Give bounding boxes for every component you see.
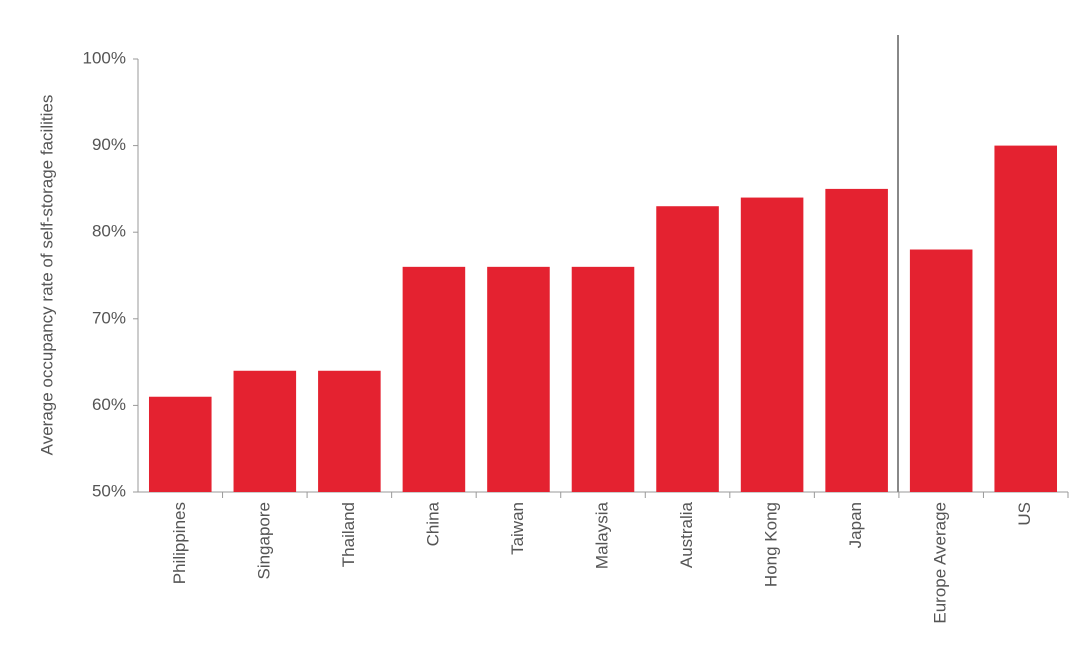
bar [656,206,719,492]
y-axis-label: Average occupancy rate of self-storage f… [37,95,56,456]
x-tick-label: Hong Kong [762,502,781,587]
x-tick-label: Japan [846,502,865,548]
bar [571,266,635,492]
bar [740,197,804,492]
bar [318,370,381,492]
bar [994,145,1058,492]
bar [233,370,297,492]
x-tick-label: Philippines [170,502,189,584]
y-tick-label: 70% [92,308,126,327]
x-tick-label: Singapore [254,502,273,580]
y-tick-label: 80% [92,222,126,241]
bar [402,266,466,492]
y-tick-label: 50% [92,481,126,500]
x-tick-label: Thailand [339,502,358,567]
bar [825,188,888,492]
x-tick-label: Taiwan [508,502,527,555]
x-tick-label: China [423,501,442,546]
y-tick-label: 90% [92,135,126,154]
x-tick-label: Malaysia [592,501,611,569]
bar [487,266,550,492]
bar [909,249,973,492]
y-tick-label: 60% [92,395,126,414]
x-tick-label: Australia [677,501,696,568]
y-tick-label: 100% [83,48,126,67]
x-tick-label: US [1015,502,1034,526]
x-tick-label: Europe Average [931,502,950,624]
bar [148,396,212,492]
